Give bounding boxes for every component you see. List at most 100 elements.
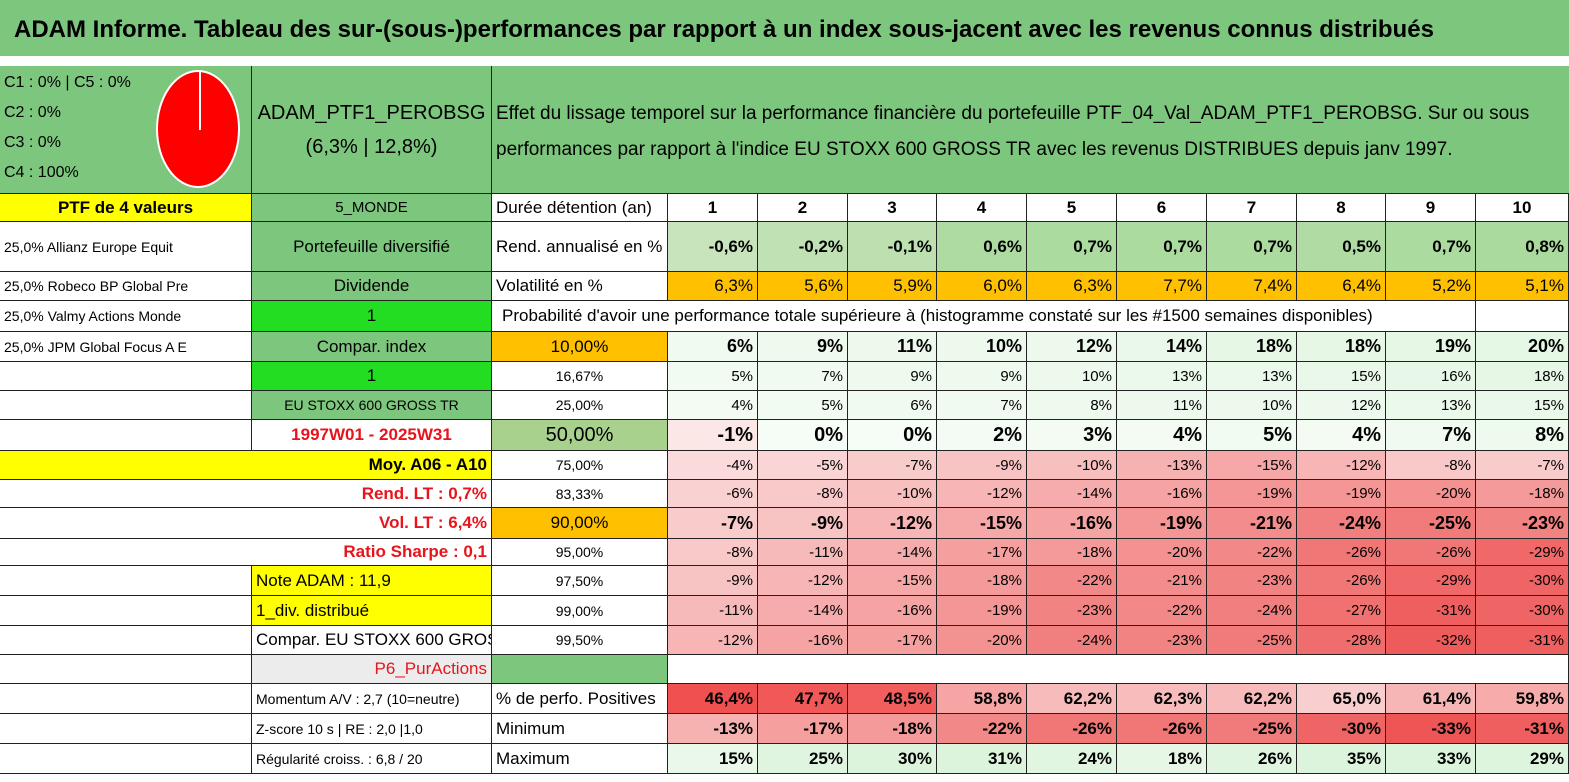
quantile-label: 95,00% bbox=[492, 539, 668, 566]
positive-performance-cell: 61,4% bbox=[1386, 684, 1476, 714]
maximum-label: Maximum bbox=[492, 744, 668, 774]
empty-cell bbox=[1476, 301, 1569, 332]
quantile-cell: 8% bbox=[1027, 391, 1117, 420]
quantile-cell: 5% bbox=[668, 362, 758, 391]
quantile-cell: 18% bbox=[1476, 362, 1569, 391]
sharpe-ratio: Ratio Sharpe : 0,1 bbox=[0, 539, 492, 566]
volatility-label: Volatilité en % bbox=[492, 272, 668, 301]
quantile-cell: -10% bbox=[1027, 451, 1117, 480]
quantile-cell: 4% bbox=[1117, 420, 1207, 451]
probability-header: Probabilité d'avoir une performance tota… bbox=[492, 301, 1476, 332]
quantile-cell: 6% bbox=[668, 332, 758, 362]
momentum-label: Momentum A/V : 2,7 (10=neutre) bbox=[252, 684, 492, 714]
quantile-cell: -26% bbox=[1386, 539, 1476, 566]
annual-return-cell: 0,5% bbox=[1297, 222, 1386, 272]
green-spacer bbox=[492, 655, 668, 684]
quantile-cell: -15% bbox=[1207, 451, 1297, 480]
description-line-2: performances par rapport à l'indice EU S… bbox=[496, 139, 1453, 160]
maximum-cell: 18% bbox=[1117, 744, 1207, 774]
dividend-count: 1_div. distribué bbox=[252, 596, 492, 626]
quantile-cell: 9% bbox=[937, 362, 1027, 391]
quantile-label: 50,00% bbox=[492, 420, 668, 451]
portfolio-stats: (6,3% | 12,8%) bbox=[305, 135, 438, 158]
quantile-cell: -15% bbox=[848, 566, 937, 596]
quantile-cell: -22% bbox=[1207, 539, 1297, 566]
volatility-cell: 6,3% bbox=[1027, 272, 1117, 301]
quantile-cell: 2% bbox=[937, 420, 1027, 451]
positive-performance-cell: 48,5% bbox=[848, 684, 937, 714]
comparison-index-label: Compar. EU STOXX 600 GROSS TR bbox=[252, 626, 492, 655]
empty-cell bbox=[0, 420, 252, 451]
quantile-cell: -8% bbox=[1386, 451, 1476, 480]
quantile-cell: -19% bbox=[937, 596, 1027, 626]
quantile-cell: -26% bbox=[1297, 566, 1386, 596]
volatility-cell: 5,9% bbox=[848, 272, 937, 301]
portfolio-type: Portefeuille diversifié bbox=[252, 222, 492, 272]
minimum-cell: -26% bbox=[1027, 714, 1117, 744]
minimum-cell: -22% bbox=[937, 714, 1027, 744]
average-label: Moy. A06 - A10 bbox=[0, 451, 492, 480]
quantile-label: 90,00% bbox=[492, 508, 668, 539]
quantile-cell: -29% bbox=[1386, 566, 1476, 596]
maximum-cell: 29% bbox=[1476, 744, 1569, 774]
positive-performance-label: % de perfo. Positives bbox=[492, 684, 668, 714]
annual-return-cell: 0,8% bbox=[1476, 222, 1569, 272]
quantile-cell: 15% bbox=[1476, 391, 1569, 420]
quantile-cell: -30% bbox=[1476, 596, 1569, 626]
holding-item: 25,0% Allianz Europe Equit bbox=[0, 222, 252, 272]
quantile-cell: 11% bbox=[848, 332, 937, 362]
minimum-cell: -18% bbox=[848, 714, 937, 744]
quantile-cell: -23% bbox=[1117, 626, 1207, 655]
quantile-cell: 11% bbox=[1117, 391, 1207, 420]
quantile-cell: -10% bbox=[848, 480, 937, 508]
legend-line-4: C4 : 100% bbox=[4, 164, 79, 181]
year-header-2: 2 bbox=[758, 194, 848, 222]
quantile-cell: -25% bbox=[1386, 508, 1476, 539]
quantile-cell: -24% bbox=[1297, 508, 1386, 539]
quantile-cell: -8% bbox=[758, 480, 848, 508]
minimum-cell: -30% bbox=[1297, 714, 1386, 744]
empty-cell bbox=[0, 626, 252, 655]
quantile-label: 75,00% bbox=[492, 451, 668, 480]
quantile-cell: 0% bbox=[848, 420, 937, 451]
minimum-label: Minimum bbox=[492, 714, 668, 744]
quantile-cell: -5% bbox=[758, 451, 848, 480]
empty-cell bbox=[0, 566, 252, 596]
quantile-cell: -16% bbox=[848, 596, 937, 626]
volatility-cell: 5,6% bbox=[758, 272, 848, 301]
annual-return-cell: 0,7% bbox=[1117, 222, 1207, 272]
description-banner: Effet du lissage temporel sur la perform… bbox=[492, 66, 1569, 194]
quantile-cell: -7% bbox=[848, 451, 937, 480]
quantile-cell: 8% bbox=[1476, 420, 1569, 451]
quantile-label: 25,00% bbox=[492, 391, 668, 420]
maximum-cell: 31% bbox=[937, 744, 1027, 774]
annual-return-cell: -0,1% bbox=[848, 222, 937, 272]
quantile-cell: -1% bbox=[668, 420, 758, 451]
quantile-cell: -23% bbox=[1027, 596, 1117, 626]
quantile-cell: -31% bbox=[1476, 626, 1569, 655]
quantile-cell: -30% bbox=[1476, 566, 1569, 596]
quantile-cell: 9% bbox=[848, 362, 937, 391]
quantile-cell: -13% bbox=[1117, 451, 1207, 480]
quantile-label: 97,50% bbox=[492, 566, 668, 596]
quantile-cell: -20% bbox=[1117, 539, 1207, 566]
maximum-cell: 25% bbox=[758, 744, 848, 774]
quantile-cell: 0% bbox=[758, 420, 848, 451]
quantile-cell: 5% bbox=[1207, 420, 1297, 451]
quantile-cell: 20% bbox=[1476, 332, 1569, 362]
quantile-cell: 19% bbox=[1386, 332, 1476, 362]
maximum-cell: 33% bbox=[1386, 744, 1476, 774]
quantile-cell: -18% bbox=[1027, 539, 1117, 566]
quantile-cell: 3% bbox=[1027, 420, 1117, 451]
quantile-cell: -14% bbox=[848, 539, 937, 566]
legend-line-3: C3 : 0% bbox=[4, 134, 61, 151]
quantile-cell: -17% bbox=[848, 626, 937, 655]
quantile-cell: 9% bbox=[758, 332, 848, 362]
quantile-cell: -16% bbox=[1027, 508, 1117, 539]
annual-return-cell: 0,6% bbox=[937, 222, 1027, 272]
legend-line-1: C1 : 0% | C5 : 0% bbox=[4, 74, 131, 91]
quantile-cell: -20% bbox=[937, 626, 1027, 655]
empty-cell bbox=[0, 684, 252, 714]
positive-performance-cell: 62,3% bbox=[1117, 684, 1207, 714]
year-header-3: 3 bbox=[848, 194, 937, 222]
